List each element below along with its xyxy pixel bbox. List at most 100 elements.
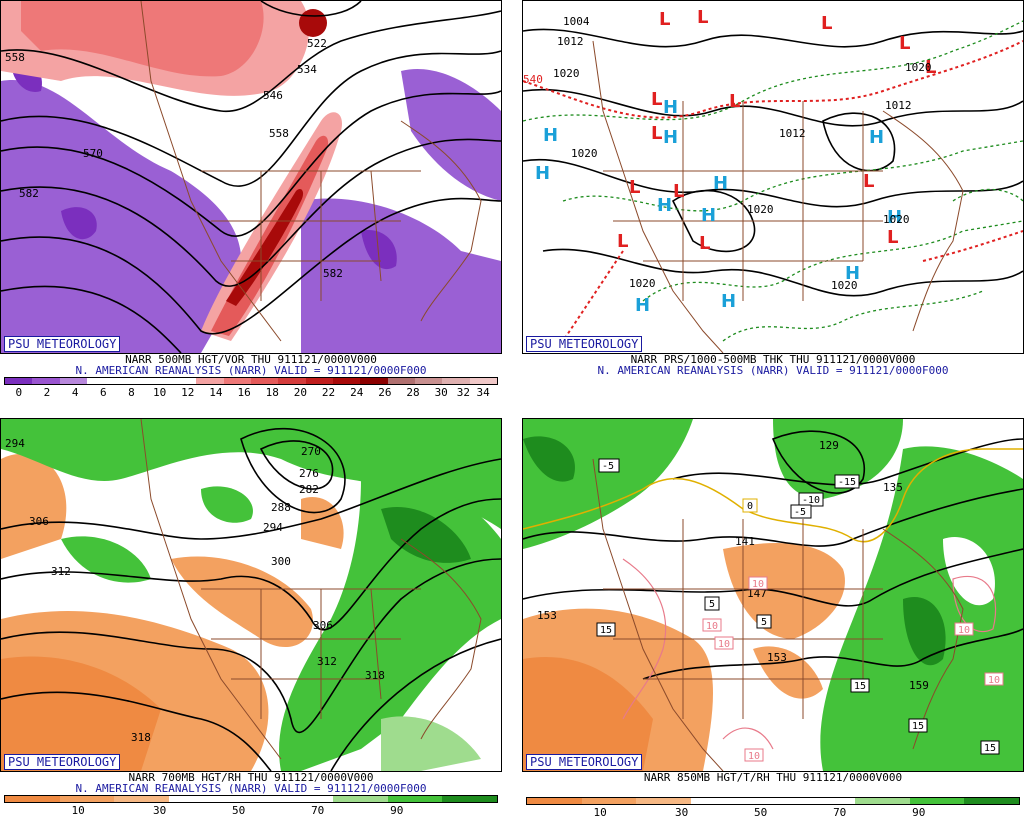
temp-box: -15 xyxy=(834,474,860,489)
high-pressure-marker: H xyxy=(887,207,902,228)
low-pressure-marker: L xyxy=(863,171,874,192)
tick: 8 xyxy=(128,386,135,399)
svg-text:558: 558 xyxy=(5,51,25,64)
540-thickness-line xyxy=(523,40,1023,342)
colorbar-swatch xyxy=(196,378,224,384)
svg-text:522: 522 xyxy=(307,37,327,50)
colorbar-swatch xyxy=(250,378,279,384)
temp-box: 5 xyxy=(756,614,772,629)
tick: 26 xyxy=(378,386,392,399)
tick: 70 xyxy=(833,806,847,819)
colorbar-swatch xyxy=(442,796,498,802)
high-pressure-marker: H xyxy=(845,263,860,284)
temp-box: -5 xyxy=(790,504,812,519)
low-pressure-marker: L xyxy=(659,9,670,30)
low-pressure-marker: L xyxy=(887,227,898,248)
colorbar-ticks: 0 2 4 6 8 10 12 14 16 18 20 22 24 26 28 … xyxy=(4,387,498,399)
svg-text:318: 318 xyxy=(131,731,151,744)
svg-text:15: 15 xyxy=(600,625,612,636)
svg-text:270: 270 xyxy=(301,445,321,458)
tick: 0 xyxy=(15,386,23,399)
valid-time: N. AMERICAN REANALYSIS (NARR) VALID = 91… xyxy=(75,364,427,377)
psu-meteorology-badge: PSU METEOROLOGY xyxy=(526,754,643,770)
svg-text:15: 15 xyxy=(984,743,996,754)
tick: 30 xyxy=(434,386,448,399)
svg-text:141: 141 xyxy=(735,535,755,548)
political-boundaries xyxy=(592,458,964,771)
panel-500mb-vorticity: 522 534 546 558 570 582 582 558 PSU METE… xyxy=(0,0,502,400)
high-pressure-marker: H xyxy=(535,163,550,184)
svg-text:294: 294 xyxy=(263,521,283,534)
height-contours xyxy=(523,430,1023,680)
low-pressure-marker: L xyxy=(899,33,910,54)
tick: 10 xyxy=(593,806,607,819)
svg-text:1020: 1020 xyxy=(571,147,598,160)
colorbar-swatch xyxy=(141,378,169,384)
colorbar-ticks: 10 30 50 70 90 xyxy=(526,807,1020,819)
svg-text:15: 15 xyxy=(912,721,924,732)
svg-text:558: 558 xyxy=(269,127,289,140)
svg-text:1004: 1004 xyxy=(563,15,590,28)
pink-temp-box: 10 xyxy=(984,672,1004,686)
svg-text:-5: -5 xyxy=(602,461,614,472)
colorbar-swatch xyxy=(636,798,692,804)
svg-text:147: 147 xyxy=(747,587,767,600)
political-boundaries xyxy=(140,419,482,760)
high-pressure-marker: H xyxy=(657,195,672,216)
colorbar-swatch xyxy=(909,798,965,804)
svg-text:540: 540 xyxy=(523,73,543,86)
svg-text:5: 5 xyxy=(709,599,715,610)
svg-text:306: 306 xyxy=(29,515,49,528)
svg-text:1020: 1020 xyxy=(905,61,932,74)
svg-text:10: 10 xyxy=(752,579,764,590)
svg-text:1020: 1020 xyxy=(831,279,858,292)
low-pressure-marker: L xyxy=(697,7,708,28)
tick: 18 xyxy=(265,386,279,399)
tick: 70 xyxy=(311,804,325,817)
high-pressure-marker: H xyxy=(635,295,650,316)
pink-temp-box: 10 xyxy=(954,622,974,636)
colorbar-swatch xyxy=(59,378,87,384)
low-pressure-marker: L xyxy=(925,57,936,78)
colorbar-swatch xyxy=(5,378,33,384)
map-500mb: 522 534 546 558 570 582 582 558 xyxy=(0,0,502,354)
temp-box: 15 xyxy=(908,718,928,733)
product-title: NARR 500MB HGT/VOR THU 911121/0000V000 xyxy=(125,353,377,366)
colorbar-swatch xyxy=(469,378,497,384)
low-pressure-marker: L xyxy=(821,13,832,34)
svg-text:129: 129 xyxy=(819,439,839,452)
colorbar-swatch xyxy=(581,798,637,804)
colorbar-swatch xyxy=(387,378,415,384)
svg-text:312: 312 xyxy=(51,565,71,578)
colorbar-swatch xyxy=(387,796,443,802)
colorbar-swatch xyxy=(360,378,388,384)
tick: 32 xyxy=(456,386,471,399)
svg-text:306: 306 xyxy=(313,619,333,632)
colorbar-swatch xyxy=(223,378,251,384)
colorbar-swatch xyxy=(527,798,582,804)
contour-labels: 522 534 546 558 570 582 582 558 xyxy=(5,37,343,280)
svg-text:10: 10 xyxy=(706,621,718,632)
height-contours xyxy=(1,427,501,771)
svg-text:10: 10 xyxy=(718,639,730,650)
svg-text:135: 135 xyxy=(883,481,903,494)
high-pressure-marker: H xyxy=(701,205,716,226)
svg-text:-5: -5 xyxy=(794,507,806,518)
tick: 90 xyxy=(912,806,926,819)
contour-labels: 294 306 312 270 276 282 288 294 300 306 … xyxy=(5,437,385,744)
svg-text:153: 153 xyxy=(537,609,557,622)
tick: 4 xyxy=(71,386,79,399)
colorbar-swatch xyxy=(278,378,306,384)
tick: 14 xyxy=(209,386,223,399)
low-pressure-marker: L xyxy=(673,181,684,202)
political-boundaries xyxy=(592,40,964,353)
moist-shading xyxy=(1,419,501,771)
svg-text:1020: 1020 xyxy=(629,277,656,290)
map-700mb: 294 306 312 270 276 282 288 294 300 306 … xyxy=(0,418,502,772)
colorbar-swatch xyxy=(305,378,333,384)
tick: 30 xyxy=(152,804,167,817)
colorbar-swatch xyxy=(86,378,115,384)
colorbar-swatch xyxy=(442,378,470,384)
political-boundaries xyxy=(140,1,482,342)
